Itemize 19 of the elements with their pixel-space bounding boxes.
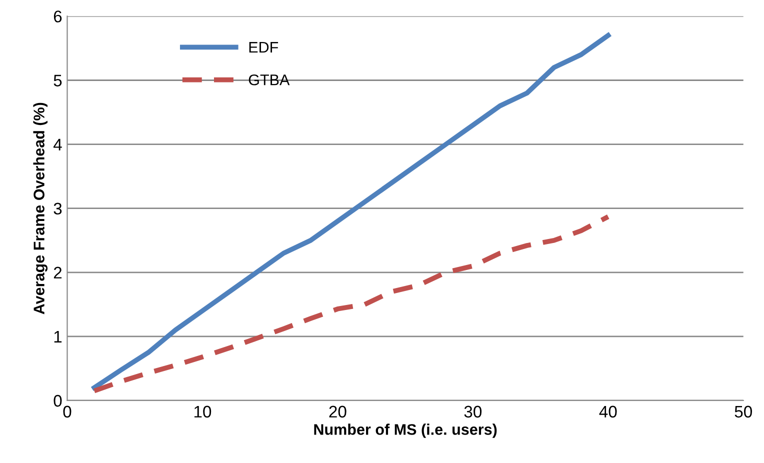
x-tick-label: 50 — [734, 406, 752, 418]
x-tick-label: 40 — [599, 406, 617, 418]
y-axis-title: Average Frame Overhead (%) — [33, 102, 48, 314]
y-tick-label: 2 — [54, 266, 62, 278]
x-tick-label: 30 — [464, 406, 482, 418]
y-tick-label: 0 — [54, 394, 62, 407]
y-tick-label: 3 — [54, 202, 62, 215]
y-tick-label: 5 — [54, 74, 62, 86]
y-tick-label: 1 — [54, 331, 62, 342]
legend-label: GTBA — [248, 74, 290, 86]
x-tick-label: 10 — [194, 406, 212, 418]
x-tick-label: 20 — [329, 406, 346, 418]
x-axis-title: Number of MS (i.e. users) — [314, 424, 497, 438]
legend-label: EDF — [249, 42, 278, 53]
y-tick-label: 4 — [53, 138, 62, 150]
line-series — [92, 32, 611, 390]
x-tick-label: 0 — [63, 406, 72, 418]
y-tick-label: 6 — [54, 10, 62, 22]
line-series — [92, 214, 611, 394]
